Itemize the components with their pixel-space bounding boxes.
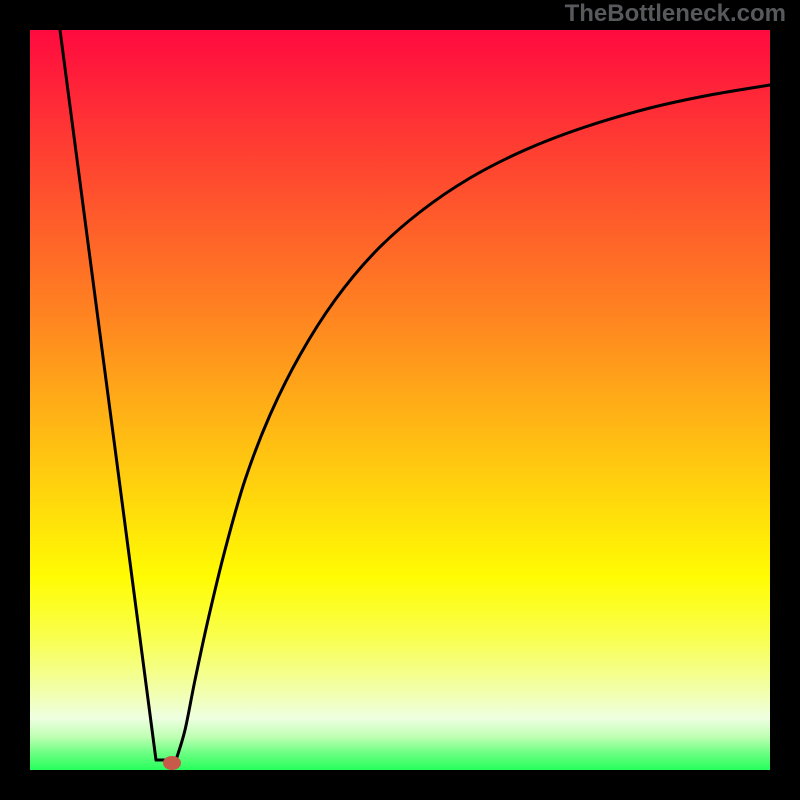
plot-area xyxy=(30,30,770,770)
bottleneck-curve xyxy=(60,30,770,760)
optimal-point-marker xyxy=(163,756,181,770)
curve-layer xyxy=(30,30,770,770)
watermark-text: TheBottleneck.com xyxy=(565,0,786,28)
chart-container: TheBottleneck.com xyxy=(0,0,800,800)
